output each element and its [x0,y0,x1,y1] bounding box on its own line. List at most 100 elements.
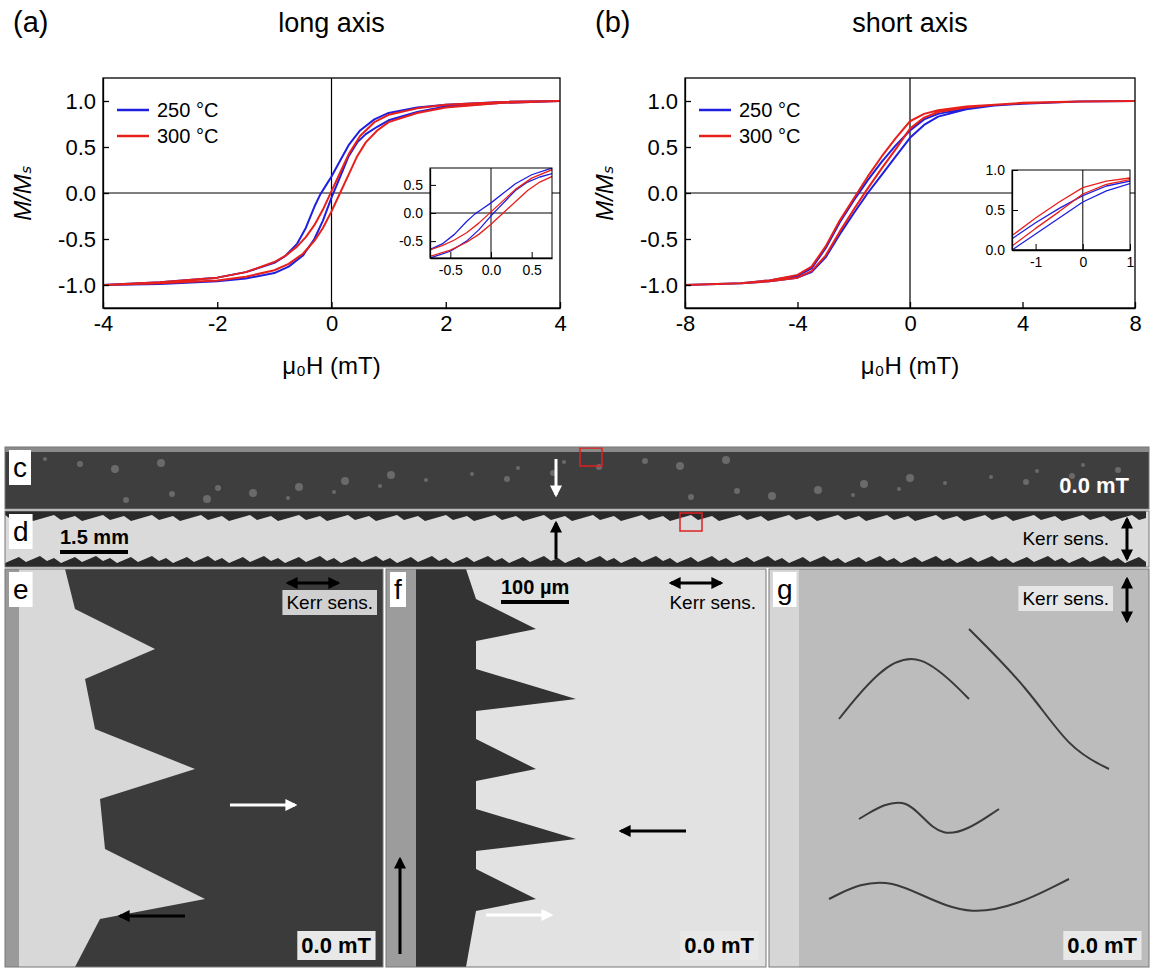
texture [943,481,947,485]
tick: 1.0 [986,162,1018,178]
tick: 4 [554,302,566,336]
arrow [555,459,558,495]
domain-edge [5,511,1146,521]
y-axis-title: M/Mₛ [591,165,618,221]
tick-label: -0.5 [640,227,678,252]
legend-swatch [699,109,731,112]
tick-mark [1083,244,1084,250]
label-patch [1018,586,1113,611]
inset-frame [430,168,552,258]
inset-plot-area [430,168,552,258]
panel-label: e [13,574,29,605]
tick: 0 [904,302,916,336]
axis-line [104,308,561,309]
image-panel: gKerr sens.0.0 mT [769,569,1149,967]
zoom-marker [580,448,602,466]
tick: 0.0 [482,252,502,278]
label-patch [665,590,760,615]
data-line [685,101,1135,285]
tick-label: 0.5 [404,177,424,193]
tick: 4 [1017,302,1029,336]
texture [295,483,303,491]
x-axis: -8 -4 0 4 8 [676,302,1142,336]
tick-label: 4 [1017,311,1029,336]
tick: -1 [1030,244,1043,270]
domain-wall [969,629,1109,769]
panel-label: g [777,574,793,605]
edge-strip [769,569,799,967]
image-border [5,511,1149,567]
domain-wall [859,803,999,833]
label-patch [9,514,33,549]
tick: 8 [1129,302,1141,336]
tick: -1.0 [58,273,109,298]
arrow [288,582,338,585]
tick-label: 0.0 [65,181,96,206]
tick: -0.5 [58,227,109,252]
x-axis: -4-2024 [94,302,567,336]
axis-line [431,258,553,259]
x-axis-title: μ₀H (mT) [282,352,380,379]
texture [378,484,382,488]
tick-label: 1.0 [647,89,678,114]
tick-mark [217,302,218,308]
image-label: 0.0 mT [1067,933,1137,958]
image-ground [386,569,766,967]
tick-label: -8 [676,311,696,336]
tick-label: -0.5 [399,233,423,249]
zero-line [909,78,910,308]
texture [596,464,602,470]
tick-mark [532,252,533,258]
data-line [1012,170,1130,250]
tick-mark [1012,250,1018,251]
label-patch [1018,526,1113,551]
inset-plot-area [1012,170,1130,250]
texture [215,485,221,491]
data-line [430,168,552,258]
tick: 0.5 [522,252,542,278]
tick-label: 0.0 [986,242,1006,258]
tick: 0.5 [647,135,691,160]
tick-label: -4 [788,311,808,336]
legend-label: 300 °C [739,125,800,147]
arrow [486,914,551,917]
image-content [769,569,1149,967]
tick: -2 [208,302,228,336]
inset-y-axis: 0.0 0.5 1.0 [986,162,1018,258]
legend-label: 250 °C [739,99,800,121]
image-label: Kerr sens. [669,592,756,613]
chart-title: long axis [278,8,385,38]
plot-frame [685,78,1135,308]
tick-label: 1.0 [986,162,1006,178]
panel-label: (b) [595,6,630,38]
domain-wall [839,659,969,719]
label-patch [1063,931,1141,960]
tick-mark [1130,244,1131,250]
image-content [5,447,1149,509]
zoom-marker [680,513,702,531]
arrow [671,582,721,585]
tick: 0 [1079,244,1087,270]
tick-label: -0.5 [58,227,96,252]
inset-background [430,168,552,258]
inset-frame [1012,170,1130,250]
image-label: 0.0 mT [1059,473,1129,498]
image-border [769,569,1149,967]
tick-mark [685,147,691,148]
data-line [1012,170,1130,250]
panel-label: f [394,574,402,605]
texture [77,461,83,467]
image-ground [5,569,383,967]
tick-mark [331,302,332,308]
tick: 2 [440,302,452,336]
tick: 0.5 [65,135,109,160]
tick-label: 0.5 [986,202,1006,218]
zero-line [1082,170,1083,250]
tick-mark [430,213,436,214]
tick-label: 0 [326,311,338,336]
texture [424,478,428,482]
tick: -0.5 [640,227,691,252]
tick-label: -2 [208,311,228,336]
image-label: Kerr sens. [1022,528,1109,549]
image-panel: eKerr sens.0.0 mT [5,569,383,967]
